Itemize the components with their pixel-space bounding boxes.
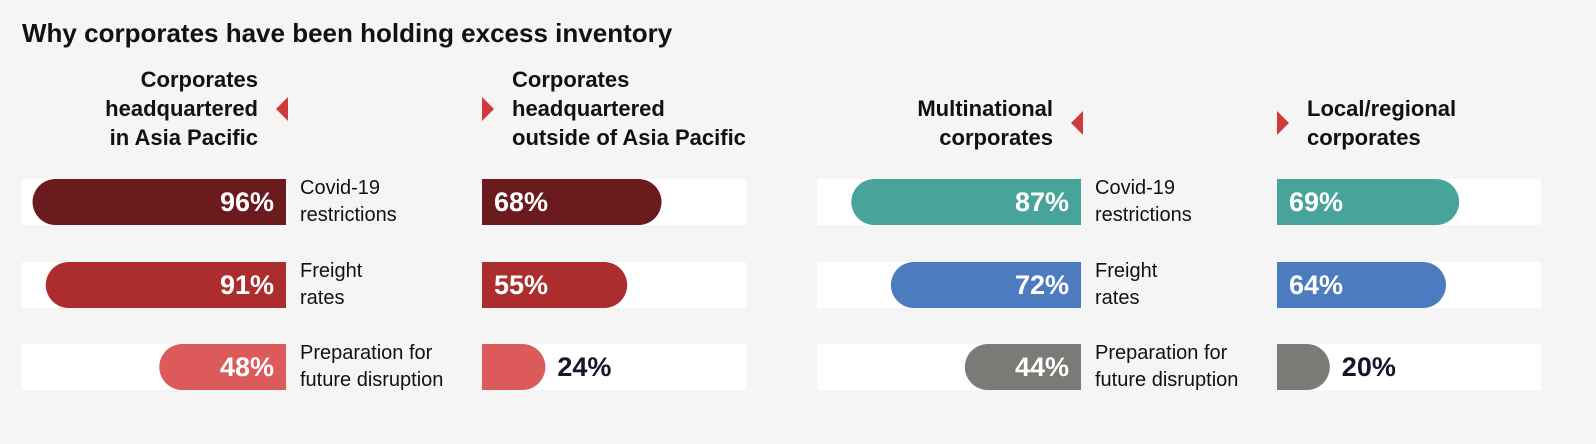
- bar: [851, 179, 1081, 225]
- bar: [482, 344, 546, 390]
- value-label: 72%: [1014, 270, 1069, 300]
- value-label: 87%: [1014, 187, 1069, 217]
- arrow-shape: [276, 96, 288, 121]
- series-header: Multinational corporates: [917, 94, 1083, 152]
- bar: [159, 344, 286, 390]
- bar: [890, 262, 1081, 308]
- value-label: 55%: [494, 270, 549, 300]
- value-label: 64%: [1289, 270, 1344, 300]
- value-label: 48%: [219, 352, 274, 382]
- bar: [1277, 179, 1460, 225]
- direction-arrow: [1277, 111, 1289, 135]
- legend-label: Corporates headquartered outside of Asia…: [512, 67, 746, 150]
- value-label: 20%: [1341, 352, 1396, 382]
- bar: [964, 344, 1081, 390]
- series-header: Local/regional corporates: [1277, 94, 1456, 152]
- category-label: Preparation for future disruption: [300, 342, 444, 391]
- legend-label: Local/regional corporates: [1307, 96, 1457, 150]
- value-label: 96%: [219, 187, 274, 217]
- category-label: Freight rates: [300, 260, 363, 309]
- series-header: Corporates headquartered in Asia Pacific: [105, 65, 288, 152]
- arrow-shape: [1277, 111, 1289, 135]
- value-label: 91%: [219, 270, 274, 300]
- legend-label: Corporates headquartered in Asia Pacific: [105, 67, 258, 150]
- category-label: Covid-19 restrictions: [1095, 177, 1192, 226]
- value-label: 44%: [1014, 352, 1069, 382]
- category-label: Freight rates: [1095, 260, 1158, 309]
- bar: [482, 262, 628, 308]
- bar: [1277, 344, 1330, 390]
- value-label: 69%: [1289, 187, 1344, 217]
- value-label: 24%: [557, 352, 612, 382]
- direction-arrow: [1071, 111, 1083, 135]
- legend-label: Multinational corporates: [917, 96, 1053, 150]
- series-header: Corporates headquartered outside of Asia…: [482, 65, 746, 152]
- category-label: Covid-19 restrictions: [300, 177, 397, 226]
- bar: [45, 262, 286, 308]
- bar: [482, 179, 662, 225]
- chart-title: Why corporates have been holding excess …: [22, 18, 673, 48]
- direction-arrow: [276, 96, 288, 121]
- category-label: Preparation for future disruption: [1095, 342, 1239, 391]
- value-label: 68%: [494, 187, 549, 217]
- arrow-shape: [482, 96, 494, 121]
- bar: [32, 179, 287, 225]
- direction-arrow: [482, 96, 494, 121]
- arrow-shape: [1071, 111, 1083, 135]
- bar: [1277, 262, 1446, 308]
